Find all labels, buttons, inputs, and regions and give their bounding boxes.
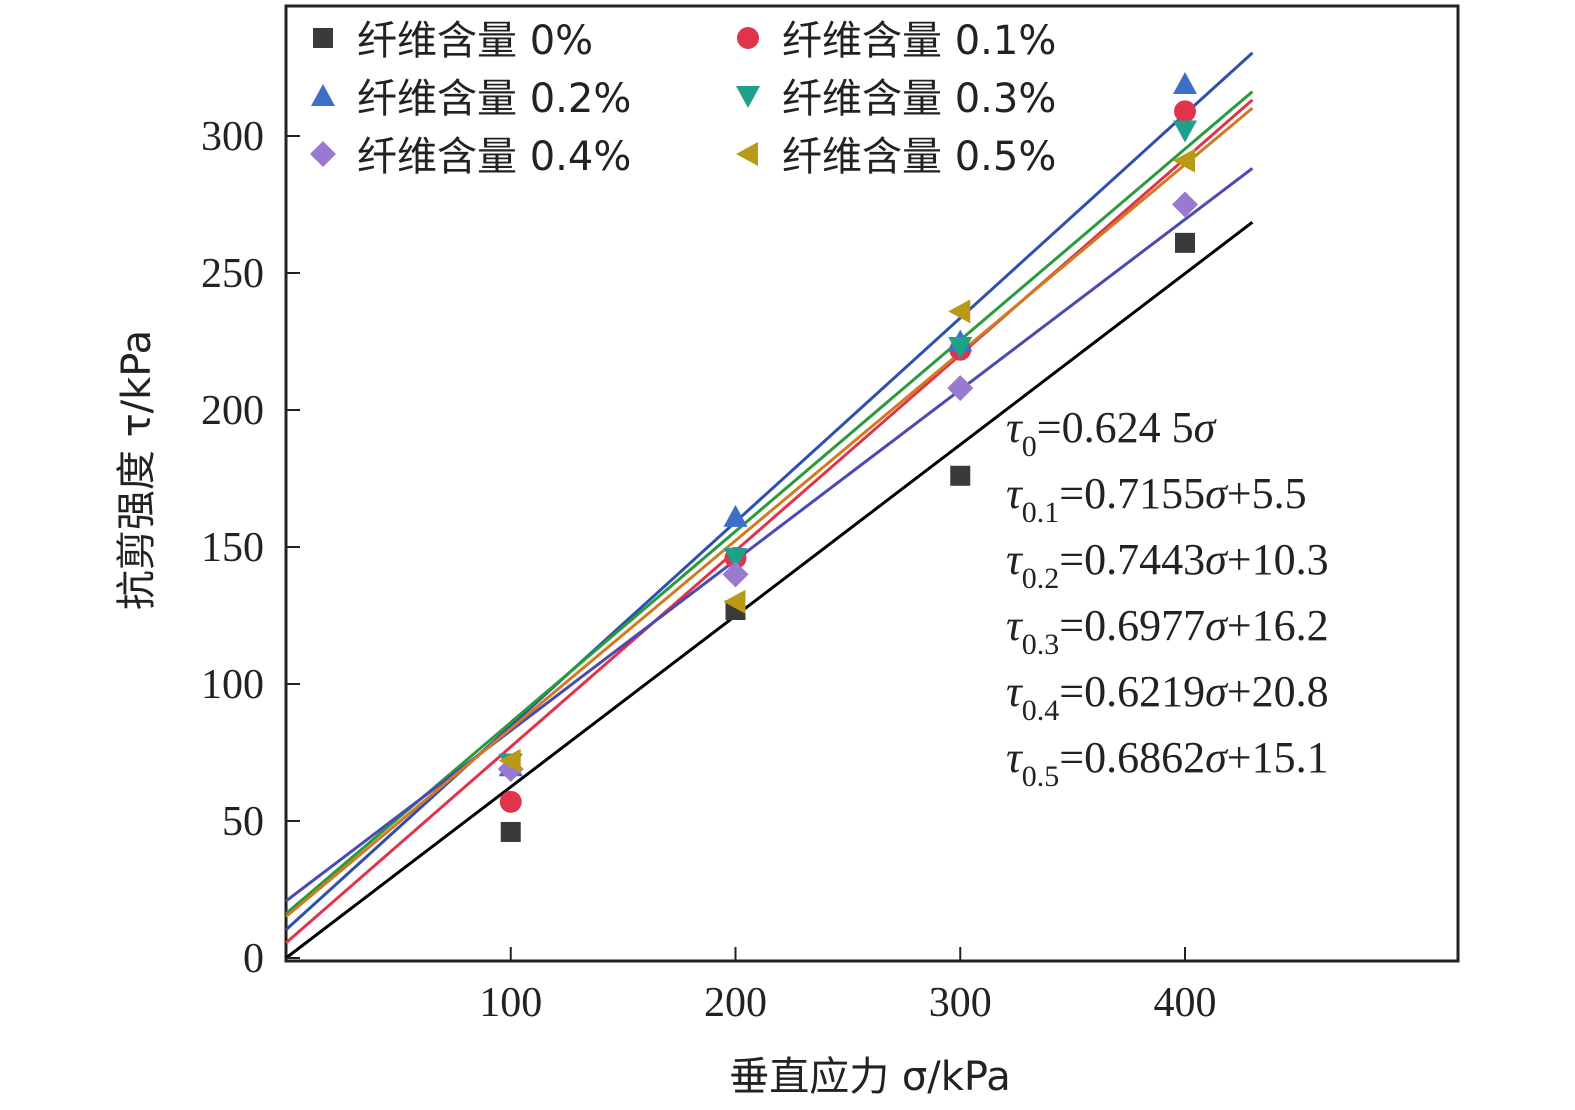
data-point-0-3 (1175, 232, 1195, 253)
y-tick-label-1: 50 (222, 799, 264, 845)
fit-line-0 (285, 221, 1254, 960)
legend-label-0: 纤维含量 0% (357, 18, 593, 64)
data-point-2-1 (723, 504, 748, 527)
data-point-4-1 (722, 561, 749, 588)
x-axis-title: 垂直应力 σ/kPa (729, 1054, 1011, 1100)
data-point-3-3 (1173, 120, 1197, 143)
legend-marker-3 (736, 86, 760, 108)
x-tick-label-1: 200 (704, 980, 767, 1026)
data-point-5-0 (498, 748, 521, 773)
data-point-2-3 (1173, 71, 1197, 94)
x-tick-label-2: 300 (929, 980, 992, 1026)
y-axis-title: 抗剪强度 τ/kPa (114, 330, 160, 610)
fit-equation-1: τ0.1=0.7155σ+5.5 (1006, 469, 1307, 529)
legend-label-3: 纤维含量 0.3% (782, 76, 1056, 122)
data-point-0-2 (950, 465, 971, 486)
y-axis: 0 50 100 150 200 250 300 (201, 114, 300, 982)
data-point-4-2 (947, 375, 974, 402)
x-axis: 100 200 300 400 (479, 947, 1217, 1026)
data-point-5-2 (948, 299, 971, 324)
y-tick-label-4: 200 (201, 388, 264, 434)
x-tick-label-0: 100 (479, 980, 542, 1026)
data-point-5-1 (723, 589, 746, 614)
data-point-5-3 (1173, 148, 1195, 173)
legend-marker-0 (313, 28, 333, 48)
y-tick-label-2: 100 (201, 662, 264, 708)
y-tick-label-6: 300 (201, 114, 264, 160)
legend-label-2: 纤维含量 0.2% (357, 76, 631, 122)
y-tick-label-0: 0 (243, 936, 264, 982)
data-point-3-2 (948, 336, 973, 359)
fit-lines (284, 51, 1254, 960)
y-tick-label-3: 150 (201, 525, 264, 571)
legend-label-5: 纤维含量 0.5% (782, 134, 1056, 180)
legend-marker-2 (311, 84, 335, 106)
fit-line-1 (285, 98, 1254, 945)
fit-equations: τ0=0.624 5στ0.1=0.7155σ+5.5τ0.2=0.7443σ+… (1006, 403, 1329, 793)
data-markers (497, 71, 1198, 842)
fit-equation-3: τ0.3=0.6977σ+16.2 (1006, 601, 1329, 661)
fit-equation-4: τ0.4=0.6219σ+20.8 (1006, 667, 1329, 727)
data-point-1-0 (499, 790, 522, 813)
legend-label-1: 纤维含量 0.1% (782, 18, 1056, 64)
legend-marker-5 (736, 142, 758, 166)
fit-equation-0: τ0=0.624 5σ (1006, 403, 1218, 463)
x-tick-label-3: 400 (1154, 980, 1217, 1026)
fit-equation-5: τ0.5=0.6862σ+15.1 (1006, 733, 1329, 793)
data-point-4-3 (1172, 191, 1198, 218)
fit-equation-2: τ0.2=0.7443σ+10.3 (1006, 535, 1329, 595)
fit-line-4 (285, 167, 1254, 903)
plot-frame (284, 4, 1460, 963)
data-point-1-3 (1174, 100, 1196, 123)
fit-line-3 (285, 90, 1254, 915)
legend-label-4: 纤维含量 0.4% (357, 134, 631, 180)
y-tick-label-5: 250 (201, 251, 264, 297)
fit-line-5 (285, 106, 1254, 918)
data-point-0-0 (500, 821, 521, 842)
legend-marker-1 (737, 27, 759, 49)
legend-marker-4 (310, 141, 336, 167)
legend: 纤维含量 0% 纤维含量 0.1% 纤维含量 0.2% 纤维含量 0.3% 纤维含量 0… (310, 18, 1056, 180)
data-point-3-1 (723, 547, 748, 570)
